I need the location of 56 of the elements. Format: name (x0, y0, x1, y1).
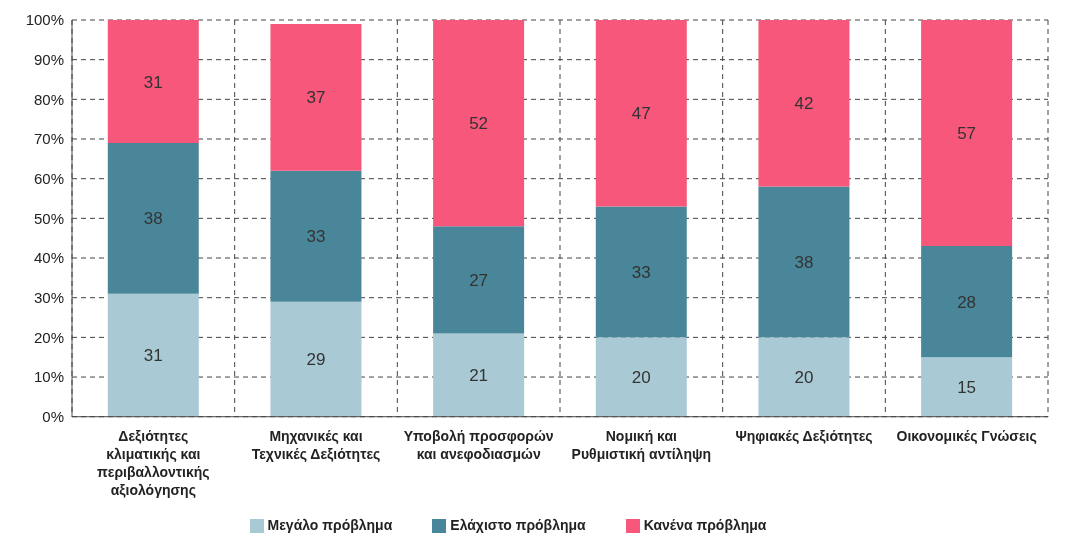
bar (270, 23, 362, 171)
data-label: 20 (794, 368, 814, 388)
y-tick-label: 40% (33, 249, 64, 267)
bar (270, 170, 362, 302)
y-tick-label: 30% (33, 289, 64, 307)
bar (921, 246, 1013, 358)
data-label: 33 (306, 227, 326, 247)
data-label: 38 (794, 253, 814, 273)
y-tick-label: 50% (33, 209, 64, 227)
x-tick-label: Δεξιότητες κλιματικής και περιβαλλοντικής αξιολόγησης (97, 427, 210, 498)
bar (433, 333, 525, 417)
x-tick-label: Μηχανικές και Τεχνικές Δεξιότητες (251, 427, 381, 462)
bar (433, 20, 525, 227)
data-label: 37 (306, 88, 326, 108)
x-tick-label: Ψηφιακές Δεξιότητες (735, 427, 873, 444)
bar (433, 226, 525, 334)
data-label: 31 (143, 72, 163, 92)
y-tick-label: 20% (33, 328, 64, 346)
data-label: 57 (957, 124, 977, 144)
bar (107, 142, 199, 294)
y-tick-label: 60% (33, 170, 64, 188)
bar (921, 20, 1013, 247)
y-tick-label: 10% (33, 368, 64, 386)
data-label: 33 (631, 262, 651, 282)
legend-label: Κανένα πρόβλημα (643, 516, 767, 533)
data-label: 28 (957, 292, 977, 312)
x-tick-label: Οικονομικές Γνώσεις (896, 427, 1037, 444)
data-label: 52 (469, 114, 489, 134)
data-label: 42 (794, 94, 814, 114)
bar (758, 186, 850, 338)
bar (595, 337, 687, 417)
y-tick-label: 70% (33, 130, 64, 148)
x-tick-label: Υποβολή προσφορών και ανεφοδιασμών (403, 427, 554, 462)
y-tick-label: 100% (25, 11, 64, 29)
bar (758, 20, 850, 187)
data-label: 20 (631, 368, 651, 388)
legend-label: Μεγάλο πρόβλημα (267, 516, 393, 533)
legend-label: Ελάχιστο πρόβλημα (450, 516, 586, 533)
y-tick-label: 90% (33, 51, 64, 68)
data-label: 38 (143, 209, 163, 229)
bar (921, 357, 1013, 417)
data-label: 31 (143, 346, 163, 366)
bar (270, 301, 362, 417)
bar (595, 206, 687, 338)
y-tick-label: 80% (33, 90, 64, 108)
data-label: 15 (957, 377, 977, 397)
data-label: 29 (306, 350, 326, 370)
bar (758, 337, 850, 417)
x-tick-label: Νομική και Ρυθμιστική αντίληψη (571, 427, 712, 462)
bar (107, 20, 199, 143)
bar (107, 293, 199, 417)
data-label: 47 (631, 104, 651, 124)
y-tick-label: 0% (42, 408, 64, 426)
bar (595, 20, 687, 207)
data-label: 27 (469, 270, 489, 290)
data-label: 21 (469, 366, 489, 386)
